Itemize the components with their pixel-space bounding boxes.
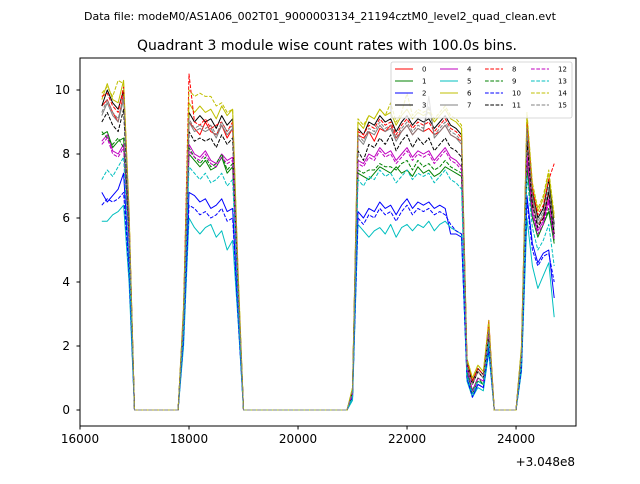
legend-label-11: 11 (512, 102, 521, 110)
y-tick-label: 0 (62, 403, 70, 417)
legend-label-14: 14 (558, 90, 567, 98)
x-tick-label: 24000 (497, 432, 535, 446)
legend-label-3: 3 (422, 102, 426, 110)
legend-label-4: 4 (467, 66, 472, 74)
chart-title: Quadrant 3 module wise count rates with … (137, 38, 517, 54)
plot-frame (79, 57, 577, 427)
y-tick-label: 6 (62, 211, 70, 225)
legend-label-15: 15 (558, 102, 567, 110)
legend-box (390, 61, 573, 119)
series-line-15 (101, 95, 555, 411)
series-line-10 (101, 191, 555, 411)
series-layer (101, 73, 555, 411)
y-tick-label: 8 (62, 147, 70, 161)
legend-label-13: 13 (558, 78, 567, 86)
x-tick-label: 20000 (279, 432, 317, 446)
chart-suptitle: Data file: modeM0/AS1A06_002T01_90000031… (84, 10, 557, 23)
y-tick-label: 10 (55, 83, 70, 97)
y-tick-label: 4 (62, 275, 70, 289)
legend-label-0: 0 (422, 66, 426, 74)
x-tick-label: 18000 (170, 432, 208, 446)
x-tick-label: 22000 (388, 432, 426, 446)
x-axis: 16000 18000 20000 22000 24000 (61, 426, 535, 446)
legend-label-6: 6 (467, 90, 472, 98)
y-tick-label: 2 (62, 339, 70, 353)
legend-label-10: 10 (512, 90, 521, 98)
legend-label-9: 9 (512, 78, 516, 86)
legend-label-1: 1 (422, 78, 426, 86)
x-tick-label: 16000 (61, 432, 99, 446)
legend-label-5: 5 (467, 78, 471, 86)
legend-label-12: 12 (558, 66, 567, 74)
x-axis-offset-label: +3.048e8 (516, 455, 575, 469)
y-axis: 0 2 4 6 8 10 (55, 83, 80, 417)
legend-label-2: 2 (422, 90, 426, 98)
legend-label-8: 8 (512, 66, 516, 74)
legend-label-7: 7 (467, 102, 471, 110)
